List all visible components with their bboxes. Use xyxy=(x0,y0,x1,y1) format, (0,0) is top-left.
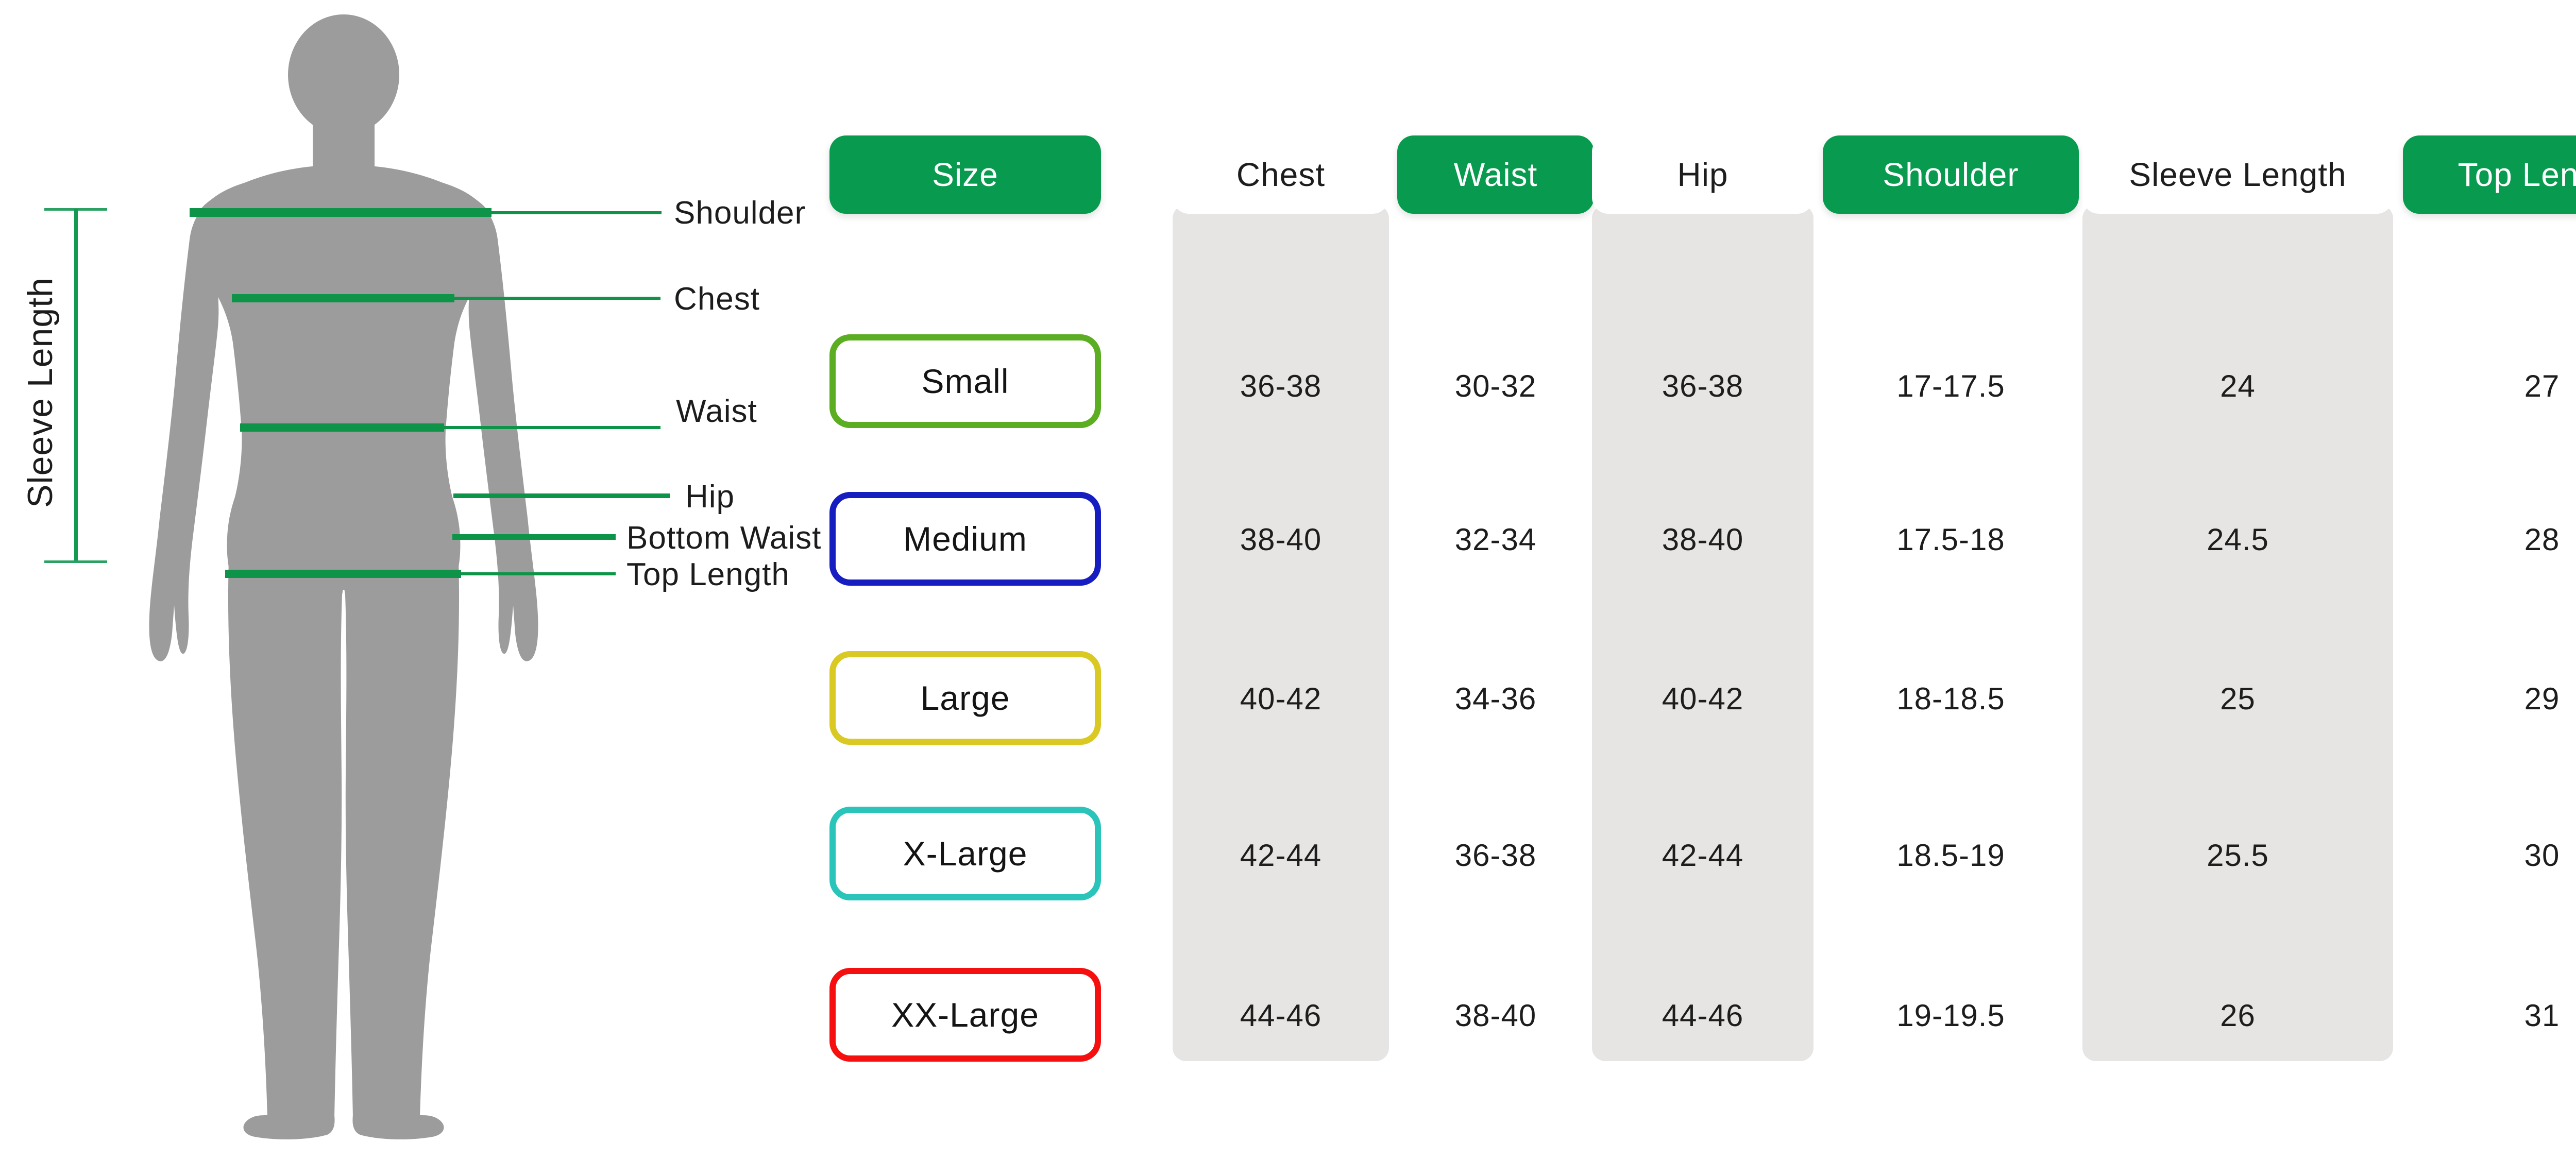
cell-small-shoulder: 17-17.5 xyxy=(1896,369,2005,403)
header-top-length: Top Length xyxy=(2403,135,2576,214)
size-button-large: Large xyxy=(829,651,1101,745)
size-button-xx-large: XX-Large xyxy=(829,968,1101,1062)
cell-medium-hip: 38-40 xyxy=(1662,522,1744,557)
cell-medium-top-length: 28 xyxy=(2524,522,2560,557)
cell-large-chest: 40-42 xyxy=(1240,681,1322,716)
size-button-x-large: X-Large xyxy=(829,807,1101,900)
cell-large-shoulder: 18-18.5 xyxy=(1896,681,2005,716)
top-length-line-thin xyxy=(461,572,616,575)
header-sleeve-length: Sleeve Length xyxy=(2082,135,2393,214)
cell-xx-large-top-length: 31 xyxy=(2524,998,2560,1033)
cell-x-large-hip: 42-44 xyxy=(1662,838,1744,873)
cell-x-large-waist: 36-38 xyxy=(1454,838,1537,873)
cell-medium-sleeve-length: 24.5 xyxy=(2207,522,2269,557)
shoulder-line-thin xyxy=(492,211,662,214)
figure-torso xyxy=(196,165,492,590)
sleeve-length-label: Sleeve Length xyxy=(21,277,60,508)
figure-head xyxy=(288,14,399,135)
cell-small-top-length: 27 xyxy=(2524,369,2560,403)
waist-line-thin xyxy=(444,426,660,429)
cell-xx-large-sleeve-length: 26 xyxy=(2220,998,2256,1033)
cell-large-sleeve-length: 25 xyxy=(2220,681,2256,716)
hip-column-band xyxy=(1592,205,1814,1061)
chest-line-label: Chest xyxy=(674,281,760,317)
chest-column-band xyxy=(1173,205,1389,1061)
cell-xx-large-hip: 44-46 xyxy=(1662,998,1744,1033)
cell-small-waist: 30-32 xyxy=(1454,369,1537,403)
top-length-line-label: Top Length xyxy=(626,556,790,592)
sleeve-length-bracket-bottom-cap xyxy=(44,560,107,563)
cell-x-large-top-length: 30 xyxy=(2524,838,2560,873)
bottom-waist-line xyxy=(452,534,616,540)
shoulder-line-thick xyxy=(190,208,492,217)
header-shoulder: Shoulder xyxy=(1823,135,2079,214)
figure-right-foot xyxy=(352,1115,444,1139)
figure-left-leg xyxy=(228,559,344,1118)
chest-line-thick xyxy=(232,294,454,302)
top-length-line-thick xyxy=(225,570,461,578)
cell-medium-waist: 32-34 xyxy=(1454,522,1537,557)
figure-right-leg xyxy=(344,559,460,1118)
header-chest: Chest xyxy=(1173,135,1389,214)
waist-line-label: Waist xyxy=(676,393,757,429)
waist-line-thick xyxy=(240,423,444,432)
cell-medium-shoulder: 17.5-18 xyxy=(1896,522,2005,557)
shoulder-line-label: Shoulder xyxy=(674,195,806,231)
sleeve-length-bracket-line xyxy=(74,209,78,563)
cell-large-hip: 40-42 xyxy=(1662,681,1744,716)
cell-x-large-shoulder: 18.5-19 xyxy=(1896,838,2005,873)
size-button-small: Small xyxy=(829,334,1101,428)
cell-small-chest: 36-38 xyxy=(1240,369,1322,403)
header-hip: Hip xyxy=(1592,135,1814,214)
figure-right-arm xyxy=(443,183,538,661)
sleeve-length-column-band xyxy=(2082,205,2393,1061)
cell-x-large-sleeve-length: 25.5 xyxy=(2207,838,2269,873)
cell-large-waist: 34-36 xyxy=(1454,681,1537,716)
cell-xx-large-waist: 38-40 xyxy=(1454,998,1537,1033)
header-waist: Waist xyxy=(1397,135,1594,214)
hip-line-label: Hip xyxy=(685,479,735,515)
cell-medium-chest: 38-40 xyxy=(1240,522,1322,557)
size-button-medium: Medium xyxy=(829,492,1101,586)
cell-xx-large-chest: 44-46 xyxy=(1240,998,1322,1033)
cell-small-sleeve-length: 24 xyxy=(2220,369,2256,403)
cell-large-top-length: 29 xyxy=(2524,681,2560,716)
hip-line xyxy=(453,493,670,498)
header-size: Size xyxy=(829,135,1101,214)
figure-left-arm xyxy=(149,183,244,661)
bottom-waist-line-label: Bottom Waist xyxy=(626,520,822,556)
cell-x-large-chest: 42-44 xyxy=(1240,838,1322,873)
cell-small-hip: 36-38 xyxy=(1662,369,1744,403)
body-silhouette-figure xyxy=(149,14,538,1139)
chest-line-thin xyxy=(454,297,660,300)
cell-xx-large-shoulder: 19-19.5 xyxy=(1896,998,2005,1033)
figure-left-foot xyxy=(243,1115,335,1139)
